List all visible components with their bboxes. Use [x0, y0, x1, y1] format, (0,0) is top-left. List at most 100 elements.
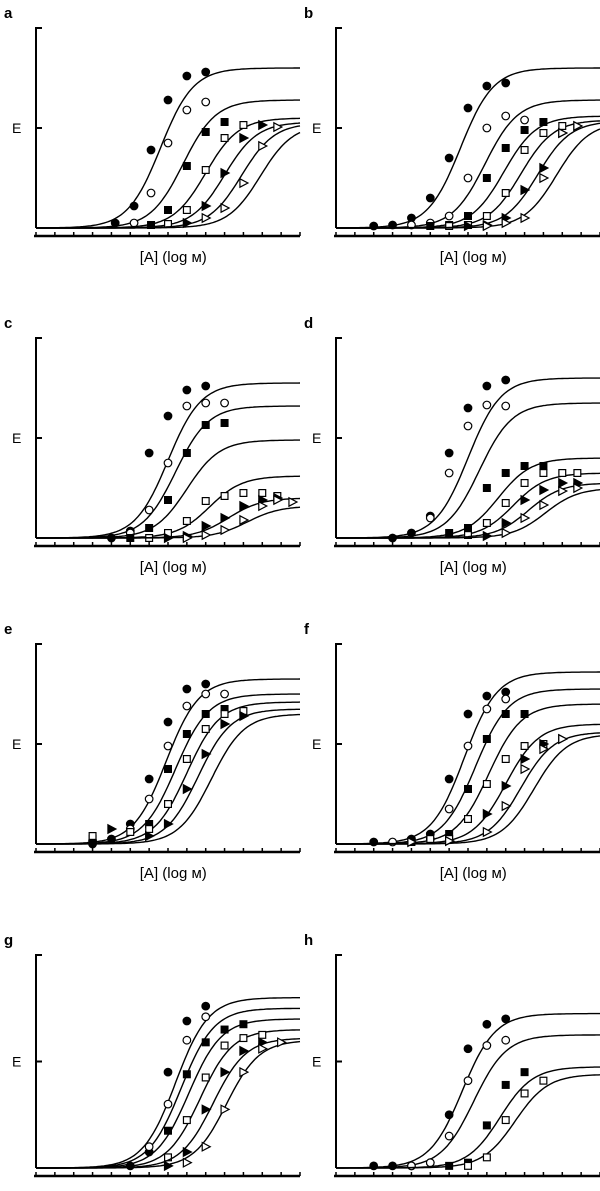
- data-point: [520, 479, 529, 488]
- series-curve: [336, 735, 600, 845]
- data-point: [145, 523, 154, 532]
- series-curve: [36, 131, 301, 229]
- data-point: [445, 835, 455, 847]
- y-axis-label: E: [12, 736, 21, 752]
- data-point: [482, 1019, 492, 1029]
- panel-letter: e: [4, 621, 12, 638]
- data-point: [258, 140, 269, 152]
- data-point: [501, 78, 511, 88]
- data-point: [220, 689, 229, 699]
- data-point: [539, 743, 550, 755]
- data-point: [220, 1104, 231, 1115]
- data-point: [182, 516, 191, 525]
- series-curve: [36, 405, 300, 539]
- data-point: [501, 709, 510, 718]
- data-point: [220, 167, 231, 179]
- x-axis-label: [A] (log м): [140, 865, 207, 882]
- panel-e: e E [A] (log м): [4, 621, 301, 882]
- data-point: [482, 734, 491, 743]
- x-axis-label: [A] (log м): [140, 249, 207, 266]
- data-point: [482, 691, 492, 701]
- data-point: [239, 120, 248, 129]
- data-point: [520, 1089, 529, 1098]
- data-point: [463, 1076, 473, 1086]
- data-point: [520, 462, 529, 471]
- data-point: [501, 111, 511, 121]
- data-point: [444, 153, 454, 163]
- data-point: [539, 162, 550, 174]
- data-point: [558, 733, 569, 745]
- data-point: [258, 494, 269, 506]
- data-point: [201, 166, 210, 175]
- data-point: [482, 174, 491, 183]
- data-point: [501, 780, 512, 792]
- y-axis-label: E: [312, 120, 321, 136]
- y-axis-label: E: [12, 1054, 21, 1070]
- data-point: [144, 1142, 154, 1152]
- data-point: [239, 1045, 250, 1057]
- data-point: [201, 1012, 211, 1022]
- data-point: [239, 489, 248, 498]
- data-point: [220, 1025, 229, 1034]
- data-point: [182, 532, 193, 544]
- data-point: [88, 831, 97, 840]
- data-point: [482, 779, 491, 788]
- x-axis-label: [A] (log м): [440, 249, 507, 266]
- y-axis-label: E: [12, 120, 21, 136]
- data-point: [501, 375, 511, 385]
- data-point: [444, 804, 454, 814]
- data-point: [482, 1153, 491, 1162]
- data-point: [163, 138, 173, 148]
- data-point: [146, 145, 156, 155]
- y-axis: [335, 954, 342, 1168]
- data-point: [501, 469, 510, 478]
- data-point: [239, 177, 250, 189]
- data-point: [201, 689, 211, 699]
- data-point: [201, 520, 212, 532]
- data-point: [239, 1066, 250, 1078]
- data-point: [201, 421, 210, 430]
- data-point: [501, 1080, 510, 1089]
- data-point: [539, 484, 550, 496]
- data-point: [558, 127, 569, 139]
- data-point: [273, 494, 284, 506]
- data-point: [520, 494, 531, 506]
- series-curve: [36, 506, 301, 539]
- data-point: [444, 448, 454, 458]
- data-point: [463, 421, 473, 431]
- data-point: [501, 1014, 511, 1024]
- data-point: [482, 484, 491, 493]
- panel-a: a E [A] (log м): [4, 5, 301, 266]
- data-point: [444, 1131, 454, 1141]
- data-point: [444, 211, 454, 221]
- data-point: [144, 774, 154, 784]
- data-point: [220, 134, 229, 143]
- y-axis: [35, 337, 42, 538]
- data-point: [201, 398, 211, 408]
- data-point: [220, 398, 229, 408]
- data-point: [539, 172, 550, 184]
- data-point: [273, 121, 284, 133]
- data-point: [425, 513, 435, 523]
- data-point: [445, 222, 454, 231]
- data-point: [201, 97, 211, 107]
- data-point: [539, 499, 550, 511]
- data-point: [163, 95, 173, 105]
- data-point: [426, 222, 435, 231]
- data-point: [501, 1116, 510, 1125]
- data-point: [220, 419, 229, 428]
- data-point: [182, 105, 192, 115]
- data-point: [239, 710, 250, 722]
- x-axis-label: [A] (log м): [140, 1189, 207, 1191]
- y-axis-label: E: [312, 1054, 321, 1070]
- panel-letter: b: [304, 5, 313, 22]
- panel-g: g E [A] (log м): [4, 932, 301, 1191]
- data-point: [539, 469, 548, 478]
- data-point: [501, 754, 510, 763]
- data-point: [201, 1141, 212, 1152]
- data-point: [482, 518, 491, 527]
- data-point: [220, 1041, 229, 1050]
- data-point: [163, 818, 174, 830]
- data-point: [182, 1016, 192, 1026]
- data-point: [182, 1146, 193, 1158]
